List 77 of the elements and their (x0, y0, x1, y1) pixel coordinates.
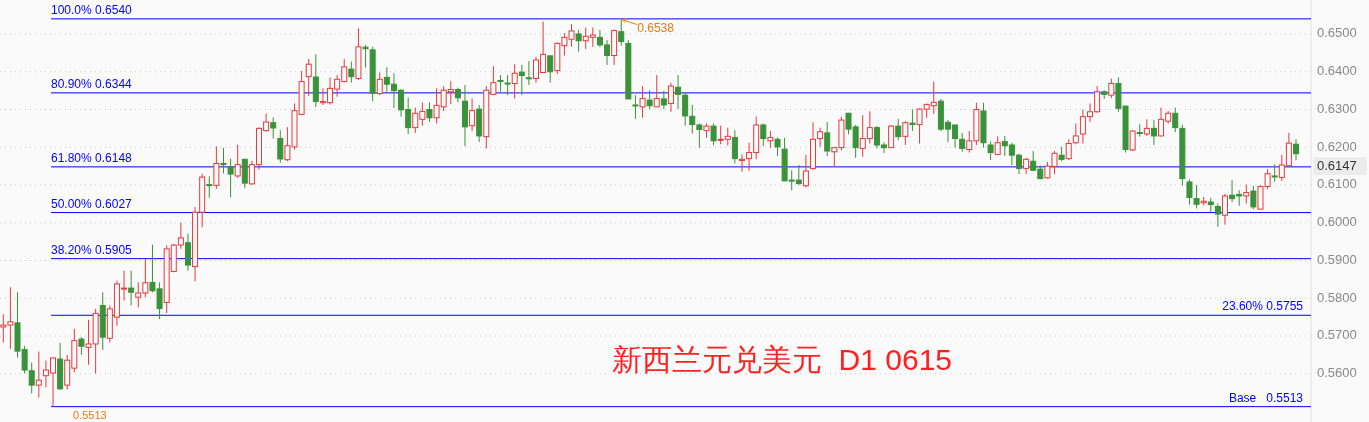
annotation: 0.5513 (73, 408, 107, 421)
candlestick (895, 118, 902, 141)
candlestick (959, 132, 966, 153)
y-tick-label: 0.6300 (1317, 100, 1357, 116)
candlestick (348, 61, 355, 84)
candlestick (504, 74, 511, 96)
candlestick (227, 158, 234, 198)
candlestick (35, 351, 42, 399)
y-tick-label: 0.5800 (1317, 289, 1357, 305)
candlestick (575, 29, 582, 53)
candlestick (1293, 138, 1299, 161)
candlestick (362, 44, 369, 69)
candlestick (710, 122, 717, 146)
candlestick (760, 122, 767, 147)
ref-line-label: 38.20% 0.5905 (51, 242, 133, 257)
candlestick (128, 270, 135, 306)
candlestick (902, 120, 909, 146)
y-tick-label: 0.6200 (1317, 138, 1357, 154)
ref-line-label: 61.80% 0.6148 (51, 150, 133, 165)
candlestick (618, 19, 625, 47)
candlestick (774, 136, 781, 157)
y-tick-label: 0.6400 (1317, 63, 1357, 79)
y-tick-label: 0.6500 (1317, 25, 1357, 41)
candlestick (277, 129, 284, 164)
candlestick (731, 129, 738, 164)
candlestick (1186, 178, 1193, 206)
candlestick (1072, 122, 1079, 145)
candlestick (511, 63, 518, 100)
candlestick (213, 146, 220, 190)
candlestick (653, 74, 660, 108)
candlestick (909, 109, 916, 132)
text: 新西兰元兑美元 D1 0615 (611, 343, 953, 376)
y-tick-label: 0.5900 (1317, 251, 1357, 267)
candlestick (220, 147, 227, 174)
candlestick (1243, 184, 1250, 205)
candlestick (1136, 123, 1143, 138)
candlestick (660, 90, 667, 110)
candlestick (1065, 138, 1072, 161)
candlestick (1193, 184, 1200, 209)
candlestick (426, 101, 433, 123)
ref-line-label: 23.60% 0.5755 (1222, 299, 1304, 314)
candlestick (469, 98, 476, 132)
candlestick (1150, 119, 1157, 146)
y-tick-label: 0.5700 (1317, 327, 1357, 343)
candlestick (632, 94, 639, 120)
candlestick (206, 175, 213, 199)
candlestick (1221, 193, 1228, 226)
candlestick (547, 54, 554, 84)
text: 0.6147 (1317, 157, 1357, 173)
candlestick (270, 116, 277, 140)
y-tick-label: 0.5600 (1317, 365, 1357, 381)
candlestick (817, 127, 824, 148)
ref-line-label: 100.0% 0.6540 (51, 2, 133, 17)
candlestick (1250, 185, 1257, 210)
candlestick (639, 85, 646, 119)
candlestick (667, 82, 674, 113)
candlestick (824, 121, 831, 157)
candlestick (234, 144, 241, 179)
candlestick (184, 233, 191, 272)
candlestick (1214, 203, 1221, 228)
y-tick-label: 0.6100 (1317, 176, 1357, 192)
candlestick (646, 89, 653, 110)
candlestick (305, 58, 312, 97)
candlestick (1108, 78, 1115, 99)
candlestick (738, 153, 745, 173)
candlestick (518, 64, 525, 96)
candlestick (376, 72, 383, 96)
y-tick-label: 0.6000 (1317, 214, 1357, 230)
candlestick (987, 141, 994, 161)
ref-line-label: 50.00% 0.6027 (51, 196, 133, 211)
ref-line-label: Base 0.5513 (1228, 390, 1304, 405)
candlestick (802, 154, 809, 188)
annotation: 0.6538 (637, 20, 675, 35)
candlestick (241, 158, 248, 189)
candlestick (1172, 107, 1179, 133)
candlestick (525, 60, 532, 86)
ref-line-label: 80.90% 0.6344 (51, 76, 133, 91)
